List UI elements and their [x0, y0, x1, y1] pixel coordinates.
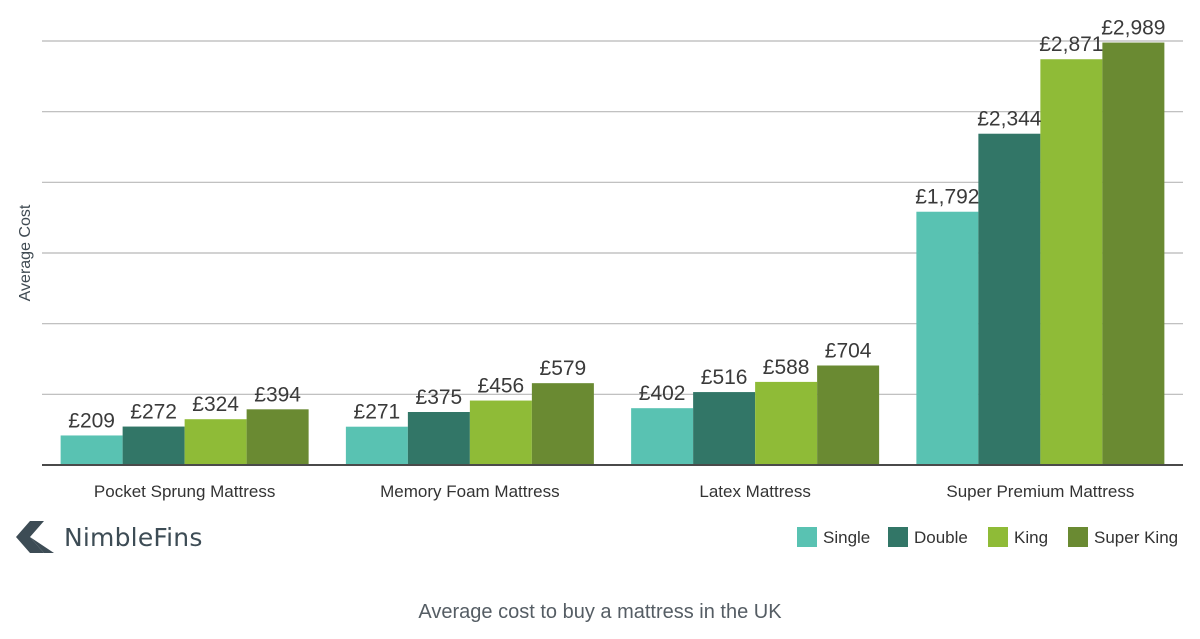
value-label: £456 — [478, 375, 525, 398]
value-labels: £209 £272 £324 £394 £271 £375 £456 £579 £402 £516… — [68, 17, 1165, 433]
bar-super-king — [817, 365, 880, 465]
value-label: £2,989 — [1101, 17, 1165, 40]
chevron-arrow-icon — [16, 521, 54, 553]
nimblefins-logo: NimbleFins — [16, 515, 203, 559]
bar-double — [693, 392, 756, 465]
value-label: £402 — [639, 382, 686, 405]
bar-king — [1040, 59, 1103, 466]
value-label: £394 — [254, 383, 301, 406]
value-label: £588 — [763, 356, 810, 379]
bar-super-king — [246, 409, 309, 465]
value-label: £375 — [416, 386, 463, 409]
value-label: £272 — [130, 401, 177, 424]
bar-king — [469, 400, 532, 465]
bar-double — [978, 133, 1041, 465]
value-label: £516 — [701, 366, 748, 389]
bar-double — [407, 412, 470, 465]
brand-name: NimbleFins — [64, 522, 203, 552]
bar-super-king — [1102, 42, 1165, 466]
category-label: Latex Mattress — [699, 482, 811, 501]
bars — [60, 42, 1165, 466]
bar-super-king — [531, 383, 594, 465]
value-label: £209 — [68, 409, 115, 432]
bar-single — [345, 426, 408, 465]
legend-label: Double — [914, 528, 968, 547]
legend-swatch — [797, 527, 817, 547]
value-label: £2,344 — [977, 108, 1042, 131]
chart-caption: Average cost to buy a mattress in the UK — [418, 601, 782, 623]
bar-king — [184, 419, 247, 465]
value-label: £271 — [354, 401, 401, 424]
legend-swatch — [988, 527, 1008, 547]
value-label: £1,792 — [915, 186, 979, 209]
bar-king — [755, 381, 818, 465]
y-axis-label: Average Cost — [17, 204, 34, 301]
bar-single — [60, 435, 123, 465]
legend-label: Single — [823, 528, 870, 547]
bar-double — [122, 426, 185, 465]
legend-label: King — [1014, 528, 1048, 547]
category-label: Super Premium Mattress — [946, 482, 1134, 501]
legend: Single Double King Super King — [797, 527, 1178, 547]
value-label: £2,871 — [1039, 33, 1103, 56]
category-label: Pocket Sprung Mattress — [94, 482, 275, 501]
value-label: £579 — [540, 357, 587, 380]
bar-single — [631, 408, 694, 465]
value-label: £704 — [825, 340, 872, 363]
value-label: £324 — [192, 393, 239, 416]
legend-label: Super King — [1094, 528, 1178, 547]
legend-swatch — [1068, 527, 1088, 547]
category-labels: Pocket Sprung Mattress Memory Foam Mattre… — [94, 482, 1134, 501]
bar-single — [916, 211, 979, 465]
category-label: Memory Foam Mattress — [380, 482, 559, 501]
legend-swatch — [888, 527, 908, 547]
